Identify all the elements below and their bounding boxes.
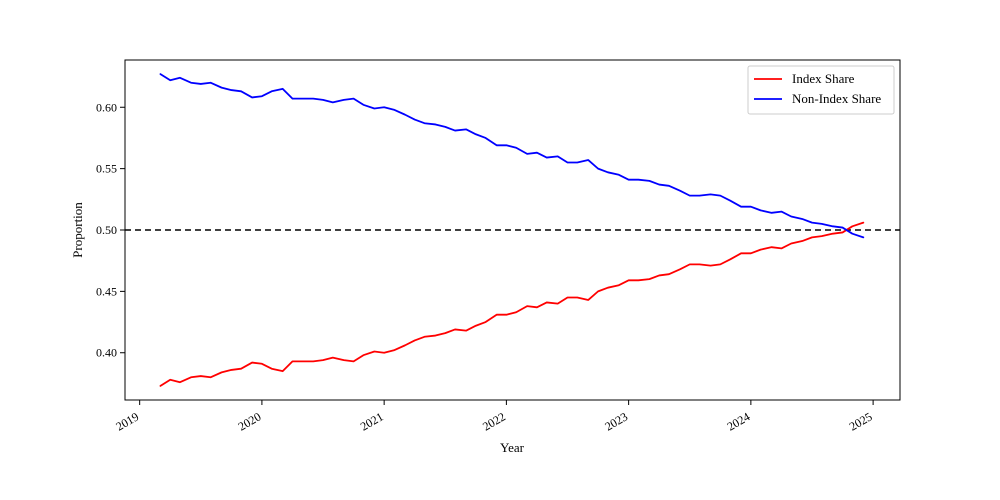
y-tick-label: 0.55 — [96, 162, 117, 176]
legend-label-index: Index Share — [792, 71, 855, 86]
legend-label-non-index: Non-Index Share — [792, 91, 881, 106]
x-tick-label: 2020 — [236, 409, 264, 433]
legend-box — [747, 65, 895, 115]
x-tick-label: 2021 — [358, 409, 386, 433]
y-tick-label: 0.50 — [96, 223, 117, 237]
x-tick-label: 2023 — [602, 409, 630, 433]
y-tick-label: 0.40 — [96, 346, 117, 360]
x-tick-label: 2019 — [113, 409, 141, 433]
y-tick-label: 0.60 — [96, 100, 117, 114]
series-line-1 — [159, 73, 865, 239]
legend: Index Share Non-Index Share — [747, 65, 895, 115]
series-layer — [159, 73, 865, 387]
series-line-0 — [159, 221, 865, 387]
x-tick-label: 2024 — [725, 409, 753, 433]
y-tick-label: 0.45 — [96, 284, 117, 298]
x-axis: 2019 2020 2021 2022 2023 2024 2025 — [113, 400, 875, 434]
x-axis-label: Year — [500, 440, 525, 455]
x-tick-label: 2022 — [480, 409, 508, 433]
y-axis: 0.40 0.45 0.50 0.55 0.60 — [96, 100, 125, 360]
y-axis-label: Proportion — [70, 202, 85, 258]
x-tick-label: 2025 — [847, 409, 875, 433]
